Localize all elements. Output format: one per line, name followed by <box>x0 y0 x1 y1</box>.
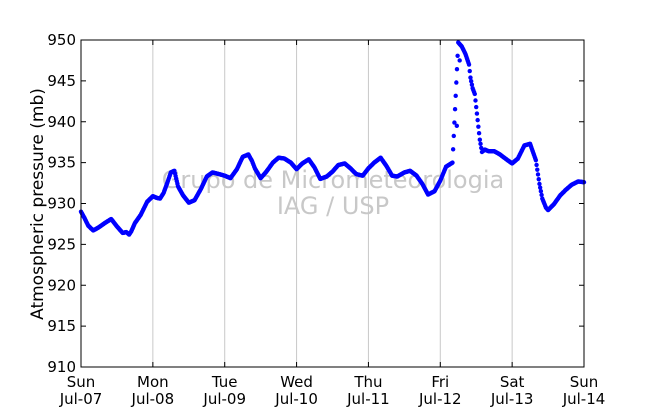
x-tick-label-day: Thu <box>353 373 382 391</box>
y-tick-label: 915 <box>47 317 76 335</box>
x-tick-label-day: Tue <box>211 373 238 391</box>
x-tick-label-date: Jul-07 <box>59 390 103 408</box>
y-tick-label: 910 <box>47 358 76 376</box>
data-point <box>476 124 481 129</box>
data-point <box>473 98 478 103</box>
grid-lines <box>152 40 513 367</box>
data-point <box>477 137 483 142</box>
y-tick-label: 930 <box>47 195 76 213</box>
data-points <box>78 40 587 237</box>
data-point <box>474 104 479 110</box>
x-axis: SunJul-07MonJul-08TueJul-09WedJul-10ThuJ… <box>59 40 606 408</box>
x-tick-label-date: Jul-11 <box>346 390 390 408</box>
y-tick-label: 920 <box>47 276 76 294</box>
x-tick-label-day: Sun <box>570 373 599 391</box>
y-tick-label: 925 <box>47 235 76 253</box>
x-tick-label-day: Wed <box>280 373 313 391</box>
x-tick-label-date: Jul-09 <box>202 390 246 408</box>
data-point <box>536 176 541 182</box>
x-tick-label-day: Fri <box>431 373 449 391</box>
x-tick-label-day: Mon <box>137 373 169 391</box>
data-point <box>478 141 483 147</box>
data-point <box>452 107 458 112</box>
x-tick-label-date: Jul-13 <box>490 390 534 408</box>
data-point <box>533 157 539 163</box>
watermark-line-2: IAG / USP <box>277 192 389 220</box>
data-point <box>455 53 460 58</box>
data-point <box>450 160 455 165</box>
watermark: Grupo de Micrometeorologia IAG / USP <box>162 166 504 220</box>
data-point <box>454 123 460 129</box>
y-tick-label: 935 <box>47 154 76 172</box>
data-point <box>534 162 539 168</box>
data-point <box>537 185 543 190</box>
x-tick-label-date: Jul-14 <box>562 390 606 408</box>
data-point <box>467 68 472 74</box>
x-tick-label-date: Jul-12 <box>418 390 462 408</box>
data-point <box>457 58 462 63</box>
data-point <box>468 75 473 80</box>
x-tick-label-day: Sat <box>500 373 525 391</box>
data-point <box>537 181 542 187</box>
x-tick-label-date: Jul-08 <box>131 390 175 408</box>
y-tick-label: 940 <box>47 113 76 131</box>
data-point <box>452 120 457 125</box>
x-tick-label-date: Jul-10 <box>274 390 318 408</box>
data-point <box>538 189 544 194</box>
data-point <box>475 117 480 123</box>
data-point <box>472 91 477 97</box>
data-point <box>451 133 456 139</box>
data-point <box>450 147 456 152</box>
x-tick-label-day: Sun <box>67 373 96 391</box>
y-axis-label: Atmospheric pressure (mb) <box>28 88 48 320</box>
data-point <box>474 111 480 116</box>
data-point <box>466 62 472 67</box>
y-tick-label: 945 <box>47 72 76 90</box>
data-point <box>539 192 544 198</box>
data-point <box>454 80 459 85</box>
data-point <box>454 66 460 72</box>
data-point <box>468 78 474 84</box>
data-point <box>453 93 458 99</box>
data-point <box>535 167 540 172</box>
y-axis: 910 915 920 925 930 935 940 945 950 <box>47 31 584 376</box>
y-tick-label: 950 <box>47 31 76 49</box>
data-point <box>535 172 541 177</box>
data-point <box>476 131 482 136</box>
data-point <box>469 82 475 87</box>
